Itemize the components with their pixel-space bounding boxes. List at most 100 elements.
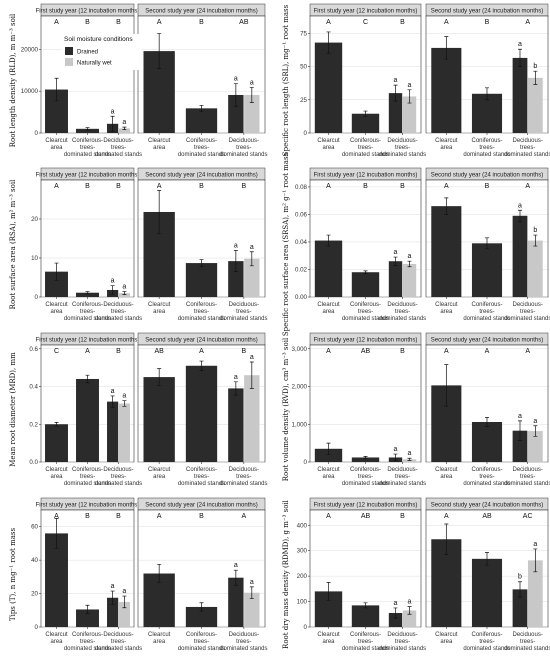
y-tick-label: 10 <box>31 255 38 262</box>
x-tick-label: Clearcut area <box>45 302 68 315</box>
bar-drained <box>185 365 218 462</box>
pair-letter-drained: a <box>518 202 522 209</box>
panel-strip-label: First study year (12 incubation months) <box>314 9 418 15</box>
error-bar <box>393 84 398 102</box>
error-bar <box>363 602 368 609</box>
chart-panel: First study year (12 incubation months) 0… <box>295 167 426 322</box>
y-tick-label: 0.0 <box>29 459 38 466</box>
x-tick-label: Clearcut area <box>148 467 171 480</box>
y-tick-label: 0 <box>35 294 39 301</box>
pair-letter-wet: a <box>122 284 126 291</box>
group-letter: A <box>157 513 162 520</box>
bar-drained <box>143 377 175 462</box>
group-letter: B <box>116 348 121 355</box>
pair-letter-drained: a <box>111 583 115 590</box>
chart-panel: First study year (12 incubation months) 0… <box>31 497 142 652</box>
bar-drained <box>471 243 503 297</box>
x-tick-label: Deciduous-trees-dominated stands <box>220 302 267 322</box>
pair-letter-drained: a <box>111 278 115 285</box>
bar-drained <box>431 206 462 297</box>
y-axis-label: Mean root diameter (MRD), mm <box>9 352 17 467</box>
y-tick-label: 0.04 <box>295 239 308 246</box>
x-tick-label: Deciduous-trees-dominated stands <box>504 632 550 652</box>
error-bar <box>393 256 398 266</box>
group-letter: A <box>157 183 162 190</box>
panel-strip-label: Second study year (24 incubation months) <box>431 9 543 15</box>
group-letter: A <box>241 513 246 520</box>
group-letter: A <box>525 19 530 26</box>
bar-drained <box>512 215 528 297</box>
error-bar <box>444 36 449 60</box>
x-tick-label: Coniferous-trees-dominated stands <box>463 138 510 158</box>
group-letter: B <box>199 513 204 520</box>
x-tick-label: Coniferous-trees-dominated stands <box>64 302 111 322</box>
bar-drained <box>76 292 99 297</box>
y-tick-label: 20000 <box>21 46 39 53</box>
group-letter: B <box>400 513 405 520</box>
error-bar <box>533 425 538 437</box>
group-letter: C <box>54 348 59 355</box>
group-letter: A <box>485 348 490 355</box>
group-letter: B <box>85 19 90 26</box>
bar-drained <box>351 605 380 627</box>
error-bar <box>444 364 449 407</box>
error-bar <box>157 33 162 69</box>
pair-letter-wet: b <box>533 227 537 234</box>
bar-drained <box>45 424 68 462</box>
pair-letter-drained: a <box>234 562 238 569</box>
bar-drained <box>185 108 218 133</box>
chart-panel: Second study year (24 incubation months)… <box>425 3 550 158</box>
bar-drained <box>388 261 403 297</box>
x-tick-label: Clearcut area <box>317 467 340 480</box>
x-tick-label: Clearcut area <box>45 632 68 645</box>
error-bar <box>199 259 204 267</box>
group-letter: B <box>400 19 405 26</box>
group-letter: AB <box>361 348 371 355</box>
bar-drained <box>185 263 218 297</box>
pair-letter-wet: a <box>408 450 412 457</box>
chart-panel: Second study year (24 incubation months)… <box>425 497 550 652</box>
y-tick-label: 75 <box>300 30 307 37</box>
group-letter: A <box>326 183 331 190</box>
error-bar <box>199 105 204 112</box>
x-tick-label: Coniferous-trees-dominated stands <box>64 467 111 487</box>
panel-strip-label: First study year (12 incubation months) <box>36 9 140 15</box>
y-tick-label: 0 <box>304 130 308 137</box>
bar-drained <box>512 589 528 627</box>
pair-letter-drained: a <box>394 249 398 256</box>
y-tick-label: 20 <box>31 216 38 223</box>
x-tick-label: Clearcut area <box>317 632 340 645</box>
x-tick-label: Clearcut area <box>45 467 68 480</box>
x-tick-label: Coniferous-trees-dominated stands <box>342 302 389 322</box>
group-letter: A <box>54 183 59 190</box>
error-bar <box>85 127 90 131</box>
pair-letter-drained: a <box>234 76 238 83</box>
group-letter: AB <box>239 19 249 26</box>
y-tick-label: 0.4 <box>29 384 38 391</box>
pair-letter-drained: b <box>518 574 522 581</box>
legend-swatch <box>65 47 73 55</box>
error-bar <box>122 126 127 131</box>
error-bar <box>407 457 412 461</box>
bar-drained <box>45 271 68 297</box>
error-bar <box>110 395 115 408</box>
x-tick-label: Clearcut area <box>435 302 458 315</box>
error-bar <box>110 285 115 295</box>
y-tick-label: 25 <box>300 97 307 104</box>
bar-drained <box>228 261 244 297</box>
error-bar <box>122 595 127 609</box>
pair-letter-wet: a <box>408 253 412 260</box>
panel-strip-label: Second study year (24 incubation months) <box>431 503 543 509</box>
x-tick-label: Coniferous-trees-dominated stands <box>342 467 389 487</box>
bar-drained <box>471 558 503 627</box>
bar-naturally-wet <box>527 77 543 133</box>
error-bar <box>249 361 254 389</box>
pair-letter-wet: a <box>122 588 126 595</box>
y-tick-label: 200 <box>297 573 308 580</box>
error-bar <box>485 87 489 101</box>
error-bar <box>533 548 538 573</box>
group-letter: A <box>326 513 331 520</box>
error-bar <box>485 552 489 566</box>
chart-panel: First study year (12 incubation months) 0… <box>300 3 426 158</box>
legend-swatch <box>65 58 73 66</box>
